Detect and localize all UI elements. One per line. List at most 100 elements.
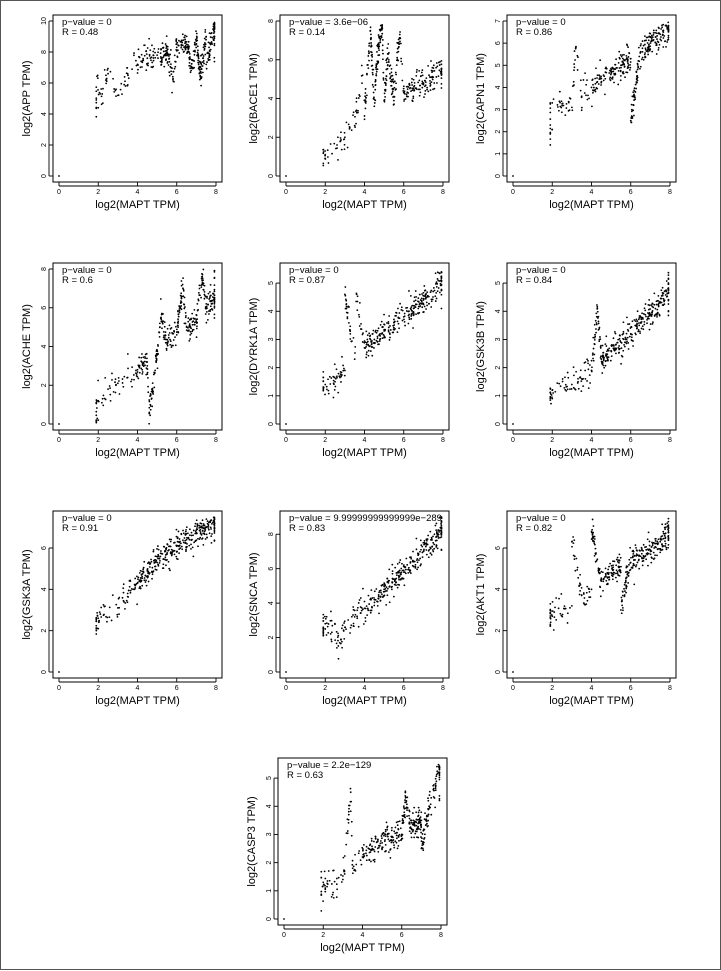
data-point bbox=[620, 596, 623, 599]
data-point bbox=[387, 330, 390, 333]
data-point bbox=[617, 83, 620, 86]
data-point bbox=[568, 97, 571, 99]
data-point bbox=[200, 286, 203, 289]
data-point bbox=[662, 532, 665, 535]
data-point bbox=[168, 74, 171, 77]
data-point bbox=[139, 585, 141, 588]
data-point bbox=[652, 31, 655, 34]
data-point bbox=[111, 594, 114, 597]
data-point bbox=[202, 543, 205, 546]
data-point bbox=[135, 369, 137, 372]
data-point bbox=[188, 538, 191, 541]
x-tick-label: 6 bbox=[629, 189, 633, 196]
data-point bbox=[639, 315, 642, 318]
data-point bbox=[608, 578, 611, 581]
data-point bbox=[196, 39, 199, 42]
data-point bbox=[627, 64, 630, 67]
data-point bbox=[193, 541, 196, 544]
data-point bbox=[149, 49, 152, 52]
data-point bbox=[145, 361, 148, 363]
data-point bbox=[422, 550, 425, 552]
data-point bbox=[625, 342, 628, 345]
data-point bbox=[325, 634, 328, 636]
data-point bbox=[409, 572, 412, 575]
data-point bbox=[633, 87, 636, 90]
data-point bbox=[620, 354, 623, 357]
data-point bbox=[169, 65, 172, 68]
data-point bbox=[183, 307, 186, 310]
data-point bbox=[95, 624, 98, 627]
data-point bbox=[155, 555, 158, 558]
data-point bbox=[419, 299, 422, 301]
data-point bbox=[398, 561, 401, 564]
data-point bbox=[390, 829, 393, 832]
data-point bbox=[401, 569, 404, 572]
data-point bbox=[435, 297, 438, 300]
data-point bbox=[428, 794, 431, 797]
data-point bbox=[651, 557, 653, 560]
data-point bbox=[358, 850, 361, 852]
data-point bbox=[163, 338, 166, 341]
data-point bbox=[665, 289, 668, 292]
data-point bbox=[369, 843, 372, 846]
data-point bbox=[162, 50, 165, 53]
data-point bbox=[437, 529, 440, 532]
data-point bbox=[573, 63, 576, 65]
data-point bbox=[384, 84, 387, 86]
data-point bbox=[389, 80, 392, 83]
data-point bbox=[324, 157, 326, 160]
data-point bbox=[611, 572, 614, 575]
data-point bbox=[432, 550, 435, 553]
data-point bbox=[162, 563, 165, 566]
x-tick-label: 0 bbox=[284, 189, 288, 196]
data-point bbox=[641, 325, 644, 328]
data-point bbox=[350, 820, 353, 823]
data-point bbox=[168, 57, 171, 60]
data-point bbox=[606, 583, 609, 586]
data-point bbox=[349, 325, 352, 328]
data-point bbox=[427, 295, 430, 298]
x-axis-title: log2(MAPT TPM) bbox=[322, 447, 407, 459]
data-point bbox=[126, 353, 129, 355]
data-point bbox=[624, 579, 627, 582]
data-point bbox=[428, 806, 431, 809]
data-point bbox=[340, 131, 342, 134]
y-tick-label: 3 bbox=[268, 337, 275, 341]
data-point bbox=[617, 69, 620, 72]
data-point bbox=[210, 303, 213, 305]
data-point bbox=[330, 883, 333, 885]
data-point bbox=[186, 542, 188, 545]
data-point bbox=[631, 320, 634, 323]
data-point bbox=[326, 625, 329, 628]
data-point bbox=[155, 361, 158, 364]
data-point bbox=[667, 29, 670, 32]
data-point bbox=[151, 573, 154, 576]
data-point bbox=[667, 529, 670, 532]
data-point bbox=[165, 349, 168, 351]
data-point bbox=[644, 303, 647, 305]
p-value-label: p−value = 0 bbox=[516, 265, 566, 276]
data-point bbox=[416, 558, 419, 560]
data-point bbox=[639, 555, 642, 558]
data-point bbox=[200, 54, 202, 57]
data-point bbox=[393, 583, 396, 586]
data-point bbox=[178, 305, 181, 307]
data-point bbox=[664, 532, 667, 535]
data-point bbox=[624, 571, 627, 574]
data-point bbox=[209, 305, 212, 308]
data-point bbox=[381, 337, 384, 339]
data-point bbox=[358, 93, 361, 96]
data-point bbox=[166, 48, 169, 51]
data-point bbox=[393, 846, 396, 849]
data-point bbox=[629, 63, 631, 66]
data-point bbox=[420, 840, 423, 843]
data-point bbox=[95, 420, 98, 422]
data-point bbox=[129, 589, 132, 592]
data-point bbox=[655, 53, 658, 55]
data-point bbox=[599, 595, 602, 598]
data-point bbox=[357, 625, 360, 628]
data-point bbox=[383, 834, 385, 837]
data-point bbox=[182, 532, 185, 535]
data-point bbox=[372, 848, 375, 851]
data-point bbox=[182, 529, 184, 532]
